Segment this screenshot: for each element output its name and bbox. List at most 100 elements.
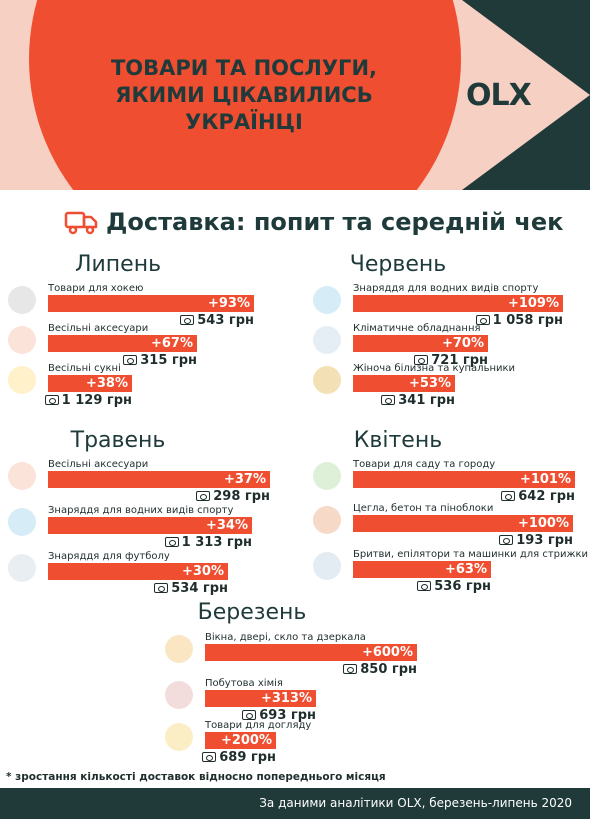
soccer-ball-icon (8, 554, 36, 582)
category-label: Знаряддя для футболу (48, 551, 170, 562)
growth-bar: +313% (205, 690, 316, 707)
price-value: 1 313 грн (181, 535, 252, 550)
lingerie-icon (313, 366, 341, 394)
growth-bar: +70% (353, 335, 488, 352)
average-price: 543 грн (180, 313, 254, 328)
cash-icon (196, 491, 211, 501)
cash-icon (154, 583, 169, 593)
price-value: 1 058 грн (492, 313, 563, 328)
category-label: Знаряддя для водних видів спорту (48, 505, 234, 516)
month-title: Червень (349, 252, 447, 277)
detergent-icon (165, 681, 193, 709)
growth-bar: +93% (48, 295, 254, 312)
growth-bar: +63% (353, 561, 491, 578)
average-price: 1 129 грн (44, 393, 132, 408)
cash-icon (202, 752, 217, 762)
category-label: Бритви, епілятори та машинки для стрижки (353, 549, 589, 560)
price-value: 689 грн (219, 750, 276, 765)
cash-icon (381, 395, 396, 405)
growth-bar: +37% (48, 471, 270, 488)
price-value: 693 грн (259, 708, 316, 723)
category-label: Весільні аксесуари (48, 323, 149, 334)
category-label: Вікна, двері, скло та дзеркала (205, 632, 366, 643)
cash-icon (180, 315, 195, 325)
month-title: Травень (70, 428, 166, 453)
rings-icon (8, 326, 36, 354)
growth-bar: +34% (48, 517, 252, 534)
growth-bar: +101% (353, 471, 575, 488)
price-value: 534 грн (171, 581, 228, 596)
price-value: 721 грн (431, 353, 488, 368)
price-value: 850 грн (360, 662, 417, 677)
price-value: 642 грн (518, 489, 575, 504)
category-label: Кліматичне обладнання (353, 323, 481, 334)
price-value: 193 грн (516, 533, 573, 548)
play-triangle-icon (462, 0, 590, 190)
growth-bar: +38% (48, 375, 132, 392)
cash-icon (343, 664, 358, 674)
average-price: 850 грн (343, 662, 417, 677)
category-label: Жіноча білизна та купальники (353, 363, 516, 374)
category-label: Товари для хокею (48, 283, 144, 294)
cash-icon (499, 535, 514, 545)
growth-bar: +30% (48, 563, 228, 580)
category-label: Побутова хімія (205, 678, 283, 689)
average-price: 721 грн (414, 353, 488, 368)
cash-icon (242, 710, 257, 720)
growth-bar: +200% (205, 732, 276, 749)
olx-logo: OLX (466, 78, 532, 113)
door-icon (165, 635, 193, 663)
brick-icon (313, 506, 341, 534)
average-price: 1 313 грн (164, 535, 252, 550)
average-price: 534 грн (154, 581, 228, 596)
growth-bar: +109% (353, 295, 563, 312)
month-title: Березень (197, 600, 307, 625)
growth-bar: +600% (205, 644, 417, 661)
average-price: 693 грн (242, 708, 316, 723)
price-value: 341 грн (398, 393, 455, 408)
title-line-3: УКРАЇНЦІ (185, 110, 303, 134)
footer-source: За даними аналітики OLX, березень-липень… (0, 788, 590, 819)
average-price: 193 грн (499, 533, 573, 548)
sprout-icon (313, 462, 341, 490)
razor-icon (313, 552, 341, 580)
category-label: Цегла, бетон та піноблоки (353, 503, 494, 514)
average-price: 536 грн (417, 579, 491, 594)
air-conditioner-icon (313, 326, 341, 354)
cosmetics-icon (165, 723, 193, 751)
page-title: ТОВАРИ ТА ПОСЛУГИ, ЯКИМИ ЦІКАВИЛИСЬ УКРА… (60, 55, 428, 136)
price-value: 543 грн (197, 313, 254, 328)
average-price: 341 грн (381, 393, 455, 408)
section-header: Доставка: попит та середній чек (64, 208, 563, 236)
swimmer-icon (8, 508, 36, 536)
title-line-1: ТОВАРИ ТА ПОСЛУГИ, (110, 56, 377, 80)
cash-icon (123, 355, 138, 365)
cash-icon (44, 395, 59, 405)
average-price: 689 грн (202, 750, 276, 765)
swimmer-icon (313, 286, 341, 314)
cash-icon (164, 537, 179, 547)
price-value: 298 грн (213, 489, 270, 504)
growth-bar: +67% (48, 335, 197, 352)
rings-icon (8, 462, 36, 490)
section-title: Доставка: попит та середній чек (106, 208, 564, 236)
category-label: Весільні аксесуари (48, 459, 149, 470)
price-value: 315 грн (140, 353, 197, 368)
dress-icon (8, 366, 36, 394)
average-price: 642 грн (501, 489, 575, 504)
average-price: 315 грн (123, 353, 197, 368)
cash-icon (501, 491, 516, 501)
header-circle (29, 0, 461, 190)
growth-bar: +100% (353, 515, 573, 532)
truck-icon (64, 211, 98, 235)
category-label: Весільні сукні (48, 363, 121, 374)
category-label: Товари для догляду (205, 720, 312, 731)
header-banner: ТОВАРИ ТА ПОСЛУГИ, ЯКИМИ ЦІКАВИЛИСЬ УКРА… (0, 0, 590, 190)
cash-icon (417, 581, 432, 591)
title-line-2: ЯКИМИ ЦІКАВИЛИСЬ (115, 83, 373, 107)
category-label: Товари для саду та городу (353, 459, 496, 470)
price-value: 536 грн (434, 579, 491, 594)
hockey-icon (8, 286, 36, 314)
month-title: Липень (74, 252, 162, 277)
price-value: 1 129 грн (61, 393, 132, 408)
